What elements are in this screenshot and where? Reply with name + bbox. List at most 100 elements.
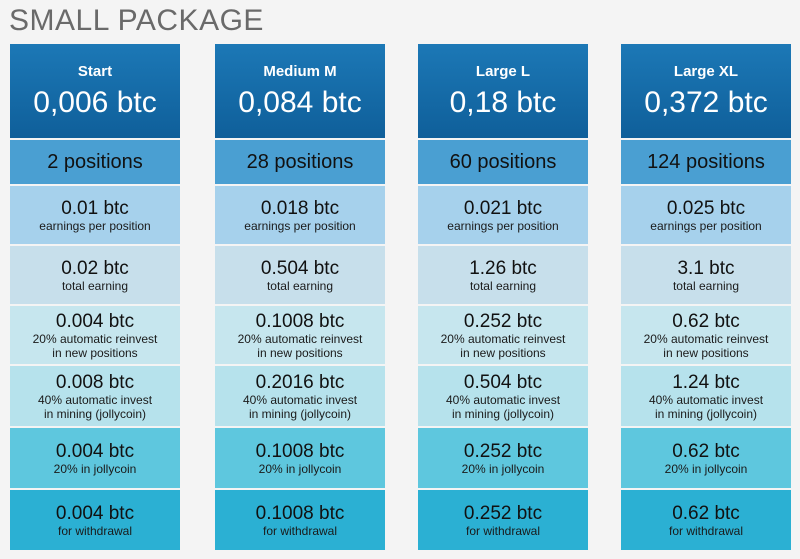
jollycoin-cell: 0.62 btc 20% in jollycoin <box>621 428 791 490</box>
jollycoin-value: 0.1008 btc <box>255 440 345 462</box>
jollycoin-cell: 0.252 btc 20% in jollycoin <box>418 428 588 490</box>
reinvest-label-line1: 20% automatic reinvest <box>237 331 363 346</box>
total-earning-cell: 0.02 btc total earning <box>10 246 180 306</box>
mining-value: 0.008 btc <box>55 371 135 393</box>
mining-cell: 0.2016 btc 40% automatic invest in minin… <box>215 366 385 428</box>
mining-value: 0.504 btc <box>463 371 543 393</box>
mining-cell: 0.504 btc 40% automatic invest in mining… <box>418 366 588 428</box>
total-earning-value: 3.1 btc <box>677 257 735 279</box>
package-column-medium-m: Medium M 0,084 btc 28 positions 0.018 bt… <box>215 44 385 552</box>
earnings-per-position-cell: 0.01 btc earnings per position <box>10 186 180 246</box>
jollycoin-label: 20% in jollycoin <box>461 461 545 476</box>
reinvest-value: 0.004 btc <box>55 310 135 332</box>
earnings-per-position-label: earnings per position <box>650 218 762 233</box>
withdrawal-cell: 0.252 btc for withdrawal <box>418 490 588 552</box>
withdrawal-label: for withdrawal <box>262 523 338 538</box>
package-header: Large XL 0,372 btc <box>621 44 791 140</box>
package-name: Start <box>77 63 113 80</box>
withdrawal-cell: 0.62 btc for withdrawal <box>621 490 791 552</box>
page-title: SMALL PACKAGE <box>9 4 264 37</box>
reinvest-value: 0.62 btc <box>672 310 740 332</box>
withdrawal-value: 0.1008 btc <box>255 502 345 524</box>
package-price: 0,372 btc <box>644 86 768 119</box>
withdrawal-label: for withdrawal <box>668 523 744 538</box>
jollycoin-label: 20% in jollycoin <box>258 461 342 476</box>
reinvest-value: 0.1008 btc <box>255 310 345 332</box>
withdrawal-label: for withdrawal <box>57 523 133 538</box>
mining-value: 1.24 btc <box>672 371 740 393</box>
package-positions: 60 positions <box>418 140 588 186</box>
mining-label-line2: in mining (jollycoin) <box>248 406 352 421</box>
reinvest-value: 0.252 btc <box>463 310 543 332</box>
earnings-per-position-label: earnings per position <box>244 218 356 233</box>
package-positions: 124 positions <box>621 140 791 186</box>
earnings-per-position-cell: 0.025 btc earnings per position <box>621 186 791 246</box>
jollycoin-value: 0.252 btc <box>463 440 543 462</box>
jollycoin-label: 20% in jollycoin <box>53 461 137 476</box>
package-price: 0,006 btc <box>33 86 157 119</box>
mining-label-line1: 40% automatic invest <box>648 392 764 407</box>
total-earning-label: total earning <box>672 278 740 293</box>
package-header: Large L 0,18 btc <box>418 44 588 140</box>
total-earning-cell: 3.1 btc total earning <box>621 246 791 306</box>
package-price: 0,084 btc <box>238 86 362 119</box>
total-earning-label: total earning <box>61 278 129 293</box>
package-name: Large XL <box>673 63 739 80</box>
jollycoin-value: 0.62 btc <box>672 440 740 462</box>
total-earning-value: 0.02 btc <box>61 257 129 279</box>
package-positions: 28 positions <box>215 140 385 186</box>
withdrawal-label: for withdrawal <box>465 523 541 538</box>
package-name: Medium M <box>263 63 337 80</box>
earnings-per-position-value: 0.021 btc <box>463 197 543 219</box>
earnings-per-position-value: 0.025 btc <box>666 197 746 219</box>
jollycoin-label: 20% in jollycoin <box>664 461 748 476</box>
mining-cell: 1.24 btc 40% automatic invest in mining … <box>621 366 791 428</box>
reinvest-label-line2: in new positions <box>257 345 343 360</box>
total-earning-label: total earning <box>266 278 334 293</box>
mining-label-line1: 40% automatic invest <box>445 392 561 407</box>
package-positions: 2 positions <box>10 140 180 186</box>
earnings-per-position-cell: 0.018 btc earnings per position <box>215 186 385 246</box>
reinvest-cell: 0.004 btc 20% automatic reinvest in new … <box>10 306 180 366</box>
mining-label-line1: 40% automatic invest <box>37 392 153 407</box>
earnings-per-position-label: earnings per position <box>447 218 559 233</box>
package-column-large-l: Large L 0,18 btc 60 positions 0.021 btc … <box>418 44 588 552</box>
mining-value: 0.2016 btc <box>255 371 345 393</box>
reinvest-label-line1: 20% automatic reinvest <box>440 331 566 346</box>
reinvest-label-line2: in new positions <box>52 345 138 360</box>
earnings-per-position-value: 0.018 btc <box>260 197 340 219</box>
reinvest-label-line1: 20% automatic reinvest <box>32 331 158 346</box>
package-price: 0,18 btc <box>449 86 557 119</box>
reinvest-cell: 0.62 btc 20% automatic reinvest in new p… <box>621 306 791 366</box>
withdrawal-cell: 0.1008 btc for withdrawal <box>215 490 385 552</box>
mining-label-line2: in mining (jollycoin) <box>654 406 758 421</box>
total-earning-label: total earning <box>469 278 537 293</box>
reinvest-label-line2: in new positions <box>663 345 749 360</box>
earnings-per-position-value: 0.01 btc <box>61 197 129 219</box>
package-column-start: Start 0,006 btc 2 positions 0.01 btc ear… <box>10 44 180 552</box>
package-header: Start 0,006 btc <box>10 44 180 140</box>
reinvest-label-line1: 20% automatic reinvest <box>643 331 769 346</box>
package-name: Large L <box>475 63 531 80</box>
earnings-per-position-label: earnings per position <box>39 218 151 233</box>
reinvest-label-line2: in new positions <box>460 345 546 360</box>
jollycoin-value: 0.004 btc <box>55 440 135 462</box>
earnings-per-position-cell: 0.021 btc earnings per position <box>418 186 588 246</box>
total-earning-cell: 0.504 btc total earning <box>215 246 385 306</box>
total-earning-cell: 1.26 btc total earning <box>418 246 588 306</box>
mining-cell: 0.008 btc 40% automatic invest in mining… <box>10 366 180 428</box>
package-header: Medium M 0,084 btc <box>215 44 385 140</box>
reinvest-cell: 0.252 btc 20% automatic reinvest in new … <box>418 306 588 366</box>
reinvest-cell: 0.1008 btc 20% automatic reinvest in new… <box>215 306 385 366</box>
jollycoin-cell: 0.1008 btc 20% in jollycoin <box>215 428 385 490</box>
mining-label-line2: in mining (jollycoin) <box>43 406 147 421</box>
package-column-large-xl: Large XL 0,372 btc 124 positions 0.025 b… <box>621 44 791 552</box>
withdrawal-value: 0.252 btc <box>463 502 543 524</box>
jollycoin-cell: 0.004 btc 20% in jollycoin <box>10 428 180 490</box>
mining-label-line2: in mining (jollycoin) <box>451 406 555 421</box>
total-earning-value: 0.504 btc <box>260 257 340 279</box>
total-earning-value: 1.26 btc <box>469 257 537 279</box>
withdrawal-value: 0.004 btc <box>55 502 135 524</box>
mining-label-line1: 40% automatic invest <box>242 392 358 407</box>
withdrawal-cell: 0.004 btc for withdrawal <box>10 490 180 552</box>
